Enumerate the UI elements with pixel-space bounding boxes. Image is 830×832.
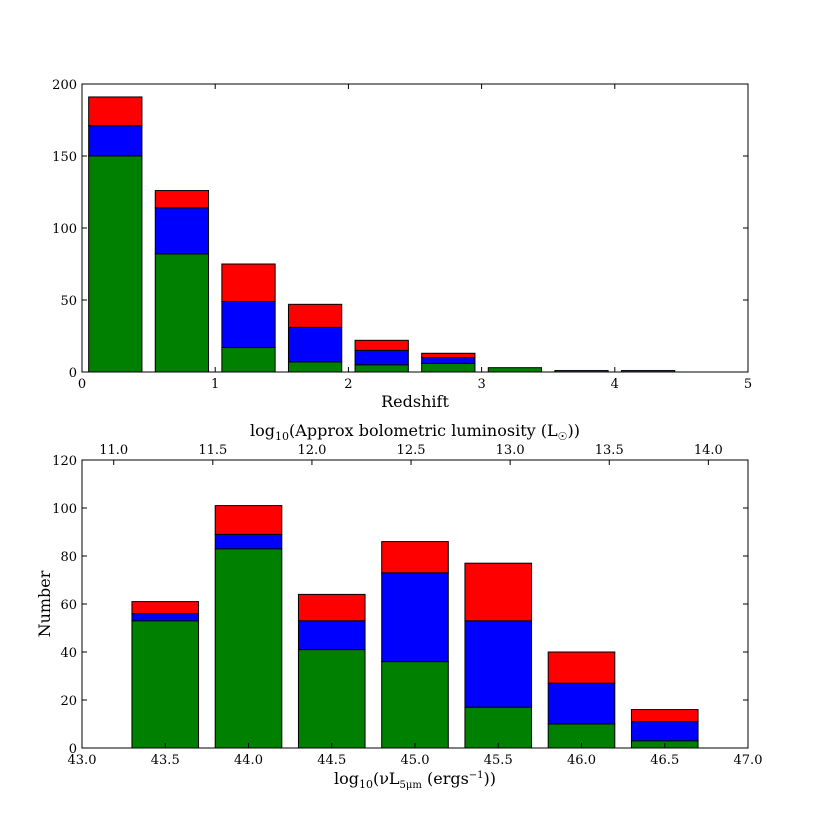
- x-tick-label: 43.0: [68, 753, 97, 768]
- bar-red-5: [547, 651, 616, 684]
- bar-blue-1: [214, 533, 283, 550]
- x-tick-label: 46.0: [567, 753, 596, 768]
- y-tick-label: 80: [60, 550, 77, 565]
- bar-red-3: [381, 541, 449, 574]
- top-tick-label: 14.0: [694, 443, 723, 458]
- top-tick-label: 12.5: [397, 443, 426, 458]
- y-tick-label: 0: [69, 742, 77, 757]
- bar-green-4: [354, 364, 409, 373]
- x-tick-label: 44.0: [234, 753, 263, 768]
- x-axis-label-part: 10: [359, 778, 373, 791]
- bar-red-4: [464, 562, 533, 622]
- x-axis-label-part: )): [484, 769, 496, 788]
- x-axis-label-part: log: [334, 769, 359, 788]
- y-tick-label: 60: [60, 598, 77, 613]
- top-tick-label: 11.0: [99, 443, 128, 458]
- bar-blue-1: [154, 207, 210, 255]
- bar-blue-6: [630, 721, 699, 742]
- x-tick-label: 1: [211, 377, 219, 392]
- bar-blue-4: [464, 620, 533, 708]
- top-axis-label-part: )): [567, 421, 579, 440]
- y-axis-label: Number: [35, 570, 54, 637]
- bar-green-0: [131, 620, 200, 749]
- bar-red-1: [154, 190, 210, 209]
- x-axis-label: log10(νL5μm (ergs−1)): [334, 769, 496, 791]
- bar-blue-5: [421, 357, 476, 364]
- bar-blue-4: [354, 349, 409, 366]
- bar-red-0: [131, 601, 200, 615]
- bar-green-5: [421, 362, 476, 373]
- x-axis-label-part: −1: [469, 770, 484, 781]
- y-tick-label: 40: [60, 646, 77, 661]
- bar-green-1: [214, 548, 283, 749]
- top-axis-label: log10(Approx bolometric luminosity (L☉)): [250, 421, 580, 443]
- top-tick-label: 12.0: [297, 443, 326, 458]
- bar-green-6: [487, 367, 543, 373]
- y-tick-label: 200: [52, 78, 77, 93]
- bar-red-1: [214, 505, 283, 535]
- x-tick-label: 2: [344, 377, 352, 392]
- x-tick-label: 43.5: [151, 753, 180, 768]
- x-tick-label: 45.5: [484, 753, 513, 768]
- bar-green-0: [88, 155, 143, 373]
- top-axis-label-part: log: [250, 421, 275, 440]
- x-tick-label: 0: [78, 377, 86, 392]
- bar-red-3: [287, 303, 343, 328]
- bar-blue-5: [547, 682, 616, 725]
- bar-blue-0: [131, 613, 200, 622]
- x-tick-label: 4: [611, 377, 619, 392]
- x-axis-label-part: (ergs: [422, 769, 469, 788]
- y-tick-label: 0: [69, 366, 77, 381]
- bar-red-5: [421, 352, 476, 359]
- x-axis-label-part: (νL: [373, 769, 400, 788]
- y-tick-label: 20: [60, 694, 77, 709]
- bar-blue-2: [221, 300, 276, 349]
- top-tick-label: 13.5: [595, 443, 624, 458]
- x-tick-label: 44.5: [317, 753, 346, 768]
- luminosity-histogram: 43.0 43.5 44.0 44.5 45.0 45.5 46.0 46.5 47.0 0 20 4…: [35, 421, 762, 791]
- top-tick-label: 13.0: [496, 443, 525, 458]
- top-axis-label-part: ☉: [558, 430, 568, 443]
- y-tick-label: 50: [60, 294, 77, 309]
- bar-green-3: [287, 361, 343, 373]
- bar-blue-3: [381, 572, 449, 663]
- x-tick-label: 47.0: [734, 753, 763, 768]
- x-axis-label-part: 5μm: [400, 780, 423, 791]
- top-tick-label: 11.5: [198, 443, 227, 458]
- bar-green-4: [464, 706, 533, 749]
- bar-green-2: [297, 649, 366, 749]
- y-tick-label: 120: [52, 454, 77, 469]
- x-tick-label: 45.0: [401, 753, 430, 768]
- y-tick-label: 150: [52, 150, 77, 165]
- x-tick-label: 5: [744, 377, 752, 392]
- bar-blue-0: [88, 125, 143, 157]
- bar-blue-2: [297, 620, 366, 651]
- bar-red-2: [221, 263, 276, 302]
- bar-green-3: [381, 661, 449, 749]
- bar-blue-3: [287, 326, 343, 363]
- x-tick-label: 3: [477, 377, 485, 392]
- bar-red-2: [297, 593, 366, 622]
- bar-green-1: [154, 253, 210, 373]
- bar-green-2: [221, 347, 276, 373]
- top-axis-label-part: (Approx bolometric luminosity (L: [289, 421, 558, 440]
- y-tick-label: 100: [52, 502, 77, 517]
- bar-red-4: [354, 339, 409, 351]
- x-axis-label: Redshift: [381, 392, 449, 411]
- y-tick-label: 100: [52, 222, 77, 237]
- top-axis-label-part: 10: [275, 430, 289, 443]
- x-tick-label: 46.5: [650, 753, 679, 768]
- bar-red-0: [88, 96, 143, 127]
- bar-red-6: [630, 709, 699, 723]
